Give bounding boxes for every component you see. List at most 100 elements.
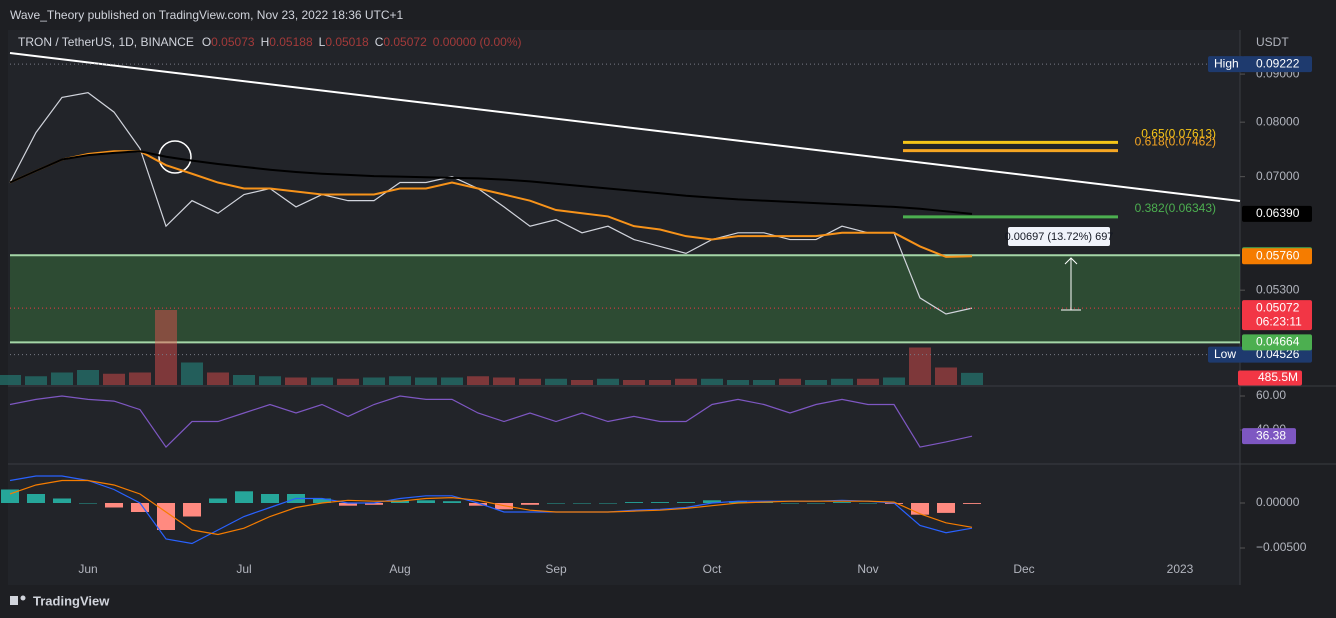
y-tick-label: 0.07000 xyxy=(1256,169,1300,183)
volume-bar xyxy=(467,376,489,385)
logo-mark xyxy=(20,595,26,601)
volume-bar xyxy=(77,370,99,385)
x-tick-label: Sep xyxy=(545,562,567,576)
series-line xyxy=(9,150,973,215)
volume-bar xyxy=(363,377,385,385)
ohlc-name: H xyxy=(261,35,270,49)
histogram-bar xyxy=(807,502,825,504)
volume-bar xyxy=(623,380,645,385)
histogram-bar xyxy=(443,501,461,503)
histogram-bar xyxy=(79,502,97,504)
histogram-bar xyxy=(651,502,669,503)
histogram-bar xyxy=(313,498,331,503)
volume-bar xyxy=(389,376,411,385)
volume-bar xyxy=(909,347,931,385)
ohlc-name: L xyxy=(319,35,326,49)
volume-bar xyxy=(25,376,47,385)
x-tick-label: Jun xyxy=(78,562,97,576)
histogram-bar xyxy=(703,500,721,503)
marker-box xyxy=(1242,205,1312,222)
low-name: Low xyxy=(1214,347,1236,361)
y-tick-label: −0.00500 xyxy=(1256,540,1307,554)
histogram-bar xyxy=(339,502,357,506)
fib-label: 0.65(0.07613) xyxy=(1141,127,1216,141)
marker-label: 0.06390 xyxy=(1256,206,1300,220)
histogram-bar xyxy=(131,502,149,512)
histogram-bar xyxy=(235,491,253,503)
marker-label: 0.04664 xyxy=(1256,335,1300,349)
histogram-bar xyxy=(521,502,539,505)
histogram-bar xyxy=(53,498,71,503)
trendline xyxy=(9,52,1241,202)
series-line xyxy=(9,395,973,448)
measure-label: 0.00697 (13.72%) 697 xyxy=(1005,231,1114,243)
legend-title: TRON / TetherUS, 1D, BINANCE xyxy=(18,35,194,49)
histogram-bar xyxy=(937,502,955,513)
series-line xyxy=(9,150,973,258)
histogram-bar xyxy=(625,502,643,503)
y-tick-label: 0.05300 xyxy=(1256,282,1300,296)
measure-arrow xyxy=(1061,257,1081,311)
volume-bar xyxy=(675,378,697,385)
x-tick-label: Aug xyxy=(389,562,410,576)
histogram-bar xyxy=(183,502,201,517)
volume-bar xyxy=(0,375,21,385)
histogram-bar xyxy=(859,502,877,504)
volume-bar xyxy=(233,375,255,385)
ohlc-name: O xyxy=(202,35,211,49)
marker-label: 0.05760 xyxy=(1256,248,1300,262)
change: 0.00000 (0.00%) xyxy=(433,35,522,49)
volume-bar xyxy=(493,377,515,385)
histogram-bar xyxy=(157,502,175,531)
volume-bar xyxy=(207,372,229,385)
volume-bar xyxy=(181,362,203,385)
histogram-bar xyxy=(105,502,123,508)
arrow-head xyxy=(1064,257,1078,265)
histogram-bar xyxy=(677,502,695,503)
histogram-bar xyxy=(833,502,851,503)
volume-bar xyxy=(701,378,723,385)
volume-bar xyxy=(779,378,801,385)
volume-label-box xyxy=(1238,370,1302,386)
ohlc-value: 0.05018 xyxy=(325,35,369,49)
volume-bar xyxy=(831,378,853,385)
volume-bar xyxy=(519,378,541,385)
histogram-bar xyxy=(573,502,591,504)
low-name-box xyxy=(1208,346,1244,363)
marker-label: 0.05072 xyxy=(1256,300,1300,314)
histogram-bar xyxy=(209,498,227,503)
volume-bar xyxy=(103,373,125,385)
volume-bar xyxy=(649,380,671,385)
volume-bar xyxy=(415,377,437,385)
histogram-bar xyxy=(469,502,487,506)
currency: USDT xyxy=(1256,35,1289,49)
volume-bar xyxy=(285,377,307,385)
logo-mark xyxy=(10,596,18,605)
y-tick-label: 60.00 xyxy=(1256,388,1286,402)
legend: TRON / TetherUS, 1D, BINANCE O0.05073 H0.0… xyxy=(18,35,522,49)
marker-box xyxy=(1242,334,1312,351)
volume-bar xyxy=(597,378,619,385)
ohlc-value: 0.05073 xyxy=(211,35,255,49)
measure-box xyxy=(1008,227,1110,246)
histogram-bar xyxy=(27,493,45,503)
last-value-box xyxy=(1242,428,1296,445)
last-value-label: 36.38 xyxy=(1256,428,1286,442)
footer-brand: TradingView xyxy=(33,593,110,608)
volume-bar xyxy=(961,372,983,385)
fib-label: 0.382(0.06343) xyxy=(1135,201,1216,215)
marker-box xyxy=(1242,248,1312,265)
ohlc-value: 0.05188 xyxy=(269,35,313,49)
volume-bar xyxy=(805,380,827,385)
x-tick-label: Oct xyxy=(703,562,722,576)
high-value-box xyxy=(1242,56,1312,73)
volume-bar xyxy=(727,380,749,385)
histogram-bar xyxy=(417,500,435,503)
highlight-circle xyxy=(158,140,192,174)
x-tick-label: Jul xyxy=(236,562,251,576)
histogram-bar xyxy=(911,502,929,515)
volume-bar xyxy=(259,376,281,385)
volume-label: 485.5M xyxy=(1258,370,1298,384)
ohlc-value: 0.05072 xyxy=(383,35,427,49)
